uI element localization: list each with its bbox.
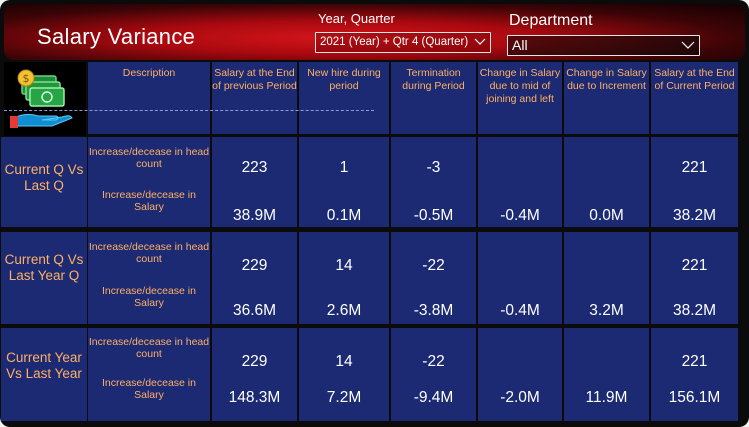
department-slicer[interactable]: All bbox=[507, 35, 700, 56]
value-cell: 223 38.9M bbox=[212, 137, 297, 227]
metric-value: -3.8M bbox=[413, 302, 454, 319]
chevron-down-icon bbox=[474, 38, 486, 45]
value-cell: 229 36.6M bbox=[212, 232, 297, 324]
year-quarter-value: 2021 (Year) + Qtr 4 (Quarter) bbox=[320, 36, 469, 48]
value-cell: 229 148.3M bbox=[212, 328, 297, 421]
metric-value: 229 bbox=[241, 257, 268, 274]
description-cell: Increase/decease in head count Increase/d… bbox=[88, 232, 210, 324]
row-group-label-cell: Current Q Vs Last Q bbox=[1, 137, 87, 227]
chevron-down-icon bbox=[681, 41, 695, 49]
value-cell: 3.2M bbox=[564, 232, 649, 324]
column-header: Salary at the End of Current Period bbox=[651, 62, 738, 134]
row-group-label-cell: Current Q Vs Last Year Q bbox=[1, 232, 87, 324]
metric-value: 221 bbox=[681, 159, 708, 176]
metric-value: 11.9M bbox=[585, 389, 628, 406]
column-header-label: Description bbox=[122, 67, 176, 79]
page-title: Salary Variance bbox=[37, 24, 196, 49]
value-cell: 14 7.2M bbox=[299, 328, 389, 421]
value-cell: 14 2.6M bbox=[299, 232, 389, 324]
value-cell: -2.0M bbox=[478, 328, 562, 421]
value-cell: -3 -0.5M bbox=[391, 137, 476, 227]
department-label: Department bbox=[509, 12, 593, 29]
row-description: Increase/decease in head count bbox=[88, 146, 210, 170]
metric-value: 148.3M bbox=[228, 389, 281, 406]
department-value: All bbox=[512, 37, 528, 53]
column-header: Change in Salary due to Increment bbox=[564, 62, 649, 134]
year-quarter-slicer[interactable]: 2021 (Year) + Qtr 4 (Quarter) bbox=[315, 32, 491, 53]
value-cell: -22 -3.8M bbox=[391, 232, 476, 324]
row-group-label: Current Q Vs Last Year Q bbox=[4, 252, 84, 283]
metric-value: 7.2M bbox=[326, 389, 362, 406]
value-cell: 1 0.1M bbox=[299, 137, 389, 227]
column-header-label: Change in Salary due to mid of joining a… bbox=[479, 67, 561, 105]
metric-value: 221 bbox=[681, 257, 708, 274]
metric-value: 36.6M bbox=[232, 302, 277, 319]
metric-value: -22 bbox=[422, 353, 445, 370]
column-header-label: New hire during period bbox=[307, 67, 381, 92]
money-hand-icon: $ bbox=[4, 62, 86, 136]
row-description: Increase/decease in head count bbox=[88, 336, 210, 360]
metric-value: 38.2M bbox=[672, 302, 717, 319]
metric-value: 14 bbox=[335, 257, 353, 274]
row-description: Increase/decease in Salary bbox=[102, 377, 196, 401]
column-header-label: Salary at the End of previous Period bbox=[212, 67, 297, 92]
header-separator bbox=[4, 110, 374, 111]
column-header-label: Termination during Period bbox=[402, 67, 465, 92]
value-cell: 11.9M bbox=[564, 328, 649, 421]
salary-variance-table: Description Salary at the End of previous… bbox=[0, 62, 749, 427]
value-cell: -0.4M bbox=[478, 232, 562, 324]
description-cell: Increase/decease in head count Increase/d… bbox=[88, 328, 210, 421]
metric-value: 38.2M bbox=[672, 207, 717, 224]
column-header: Change in Salary due to mid of joining a… bbox=[478, 62, 562, 134]
column-header: New hire during period bbox=[299, 62, 389, 134]
value-cell: 221 38.2M bbox=[651, 232, 738, 324]
metric-value: 1 bbox=[339, 159, 349, 176]
metric-value: -9.4M bbox=[413, 389, 454, 406]
row-group-label-cell: Current Year Vs Last Year bbox=[1, 328, 87, 421]
row-description: Increase/decease in Salary bbox=[102, 285, 196, 309]
column-header-label: Salary at the End of Current Period bbox=[654, 67, 735, 92]
value-cell: 0.0M bbox=[564, 137, 649, 227]
year-quarter-label: Year, Quarter bbox=[318, 11, 395, 26]
metric-value: 223 bbox=[241, 159, 268, 176]
metric-value: 0.1M bbox=[326, 207, 362, 224]
metric-value: 38.9M bbox=[232, 207, 277, 224]
metric-value: 2.6M bbox=[326, 302, 362, 319]
row-description: Increase/decease in head count bbox=[88, 241, 210, 265]
metric-value: -2.0M bbox=[500, 389, 540, 406]
metric-value: 14 bbox=[335, 353, 353, 370]
metric-value: -22 bbox=[422, 257, 445, 274]
description-cell: Increase/decease in head count Increase/d… bbox=[88, 137, 210, 227]
column-header: Description bbox=[88, 62, 210, 134]
header-banner: Salary Variance bbox=[4, 4, 745, 60]
metric-value: 229 bbox=[241, 353, 268, 370]
metric-value: -0.4M bbox=[500, 302, 540, 319]
value-cell: 221 156.1M bbox=[651, 328, 738, 421]
metric-value: -0.5M bbox=[413, 207, 454, 224]
metric-value: 3.2M bbox=[589, 302, 624, 319]
value-cell: -22 -9.4M bbox=[391, 328, 476, 421]
value-cell: -0.4M bbox=[478, 137, 562, 227]
row-group-label: Current Q Vs Last Q bbox=[4, 162, 84, 193]
metric-value: 156.1M bbox=[668, 389, 721, 406]
column-header: Salary at the End of previous Period bbox=[212, 62, 297, 134]
metric-value: 0.0M bbox=[589, 207, 624, 224]
metric-value: -0.4M bbox=[500, 207, 540, 224]
metric-value: 221 bbox=[681, 353, 708, 370]
svg-text:$: $ bbox=[23, 72, 30, 85]
value-cell: 221 38.2M bbox=[651, 137, 738, 227]
row-description: Increase/decease in Salary bbox=[102, 189, 196, 213]
row-group-label: Current Year Vs Last Year bbox=[6, 350, 82, 381]
column-header: Termination during Period bbox=[391, 62, 476, 134]
column-header-label: Change in Salary due to Increment bbox=[566, 67, 647, 92]
metric-value: -3 bbox=[426, 159, 441, 176]
